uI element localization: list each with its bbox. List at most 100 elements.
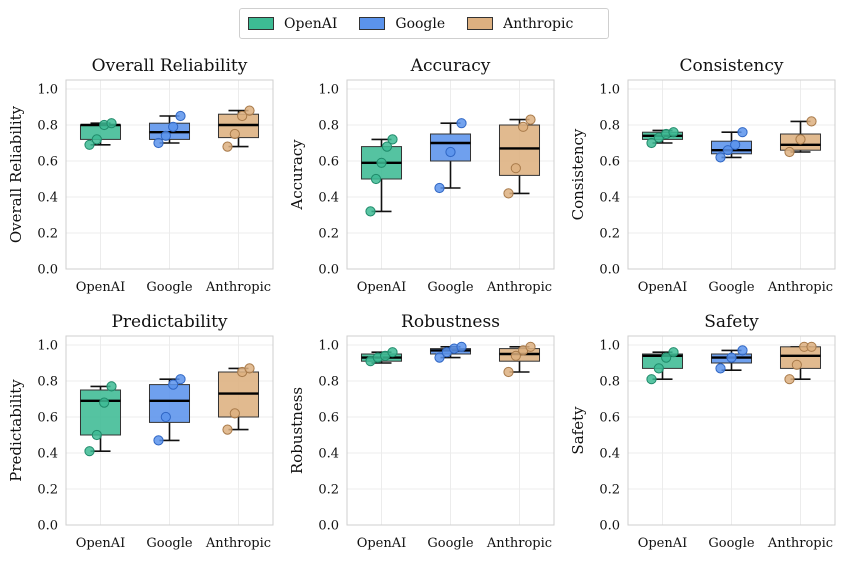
overall-reliability-xtick-label: OpenAI <box>76 280 126 295</box>
consistency-ytick-label: 0.8 <box>599 119 620 134</box>
robustness-title: Robustness <box>401 312 500 332</box>
robustness-ytick-label: 0.0 <box>318 519 339 534</box>
consistency-xtick-label: Google <box>708 280 755 295</box>
consistency-anthropic-point <box>796 135 805 144</box>
predictability-ytick-label: 0.4 <box>37 447 58 462</box>
consistency-ytick-label: 0.0 <box>599 263 620 278</box>
accuracy-title: Accuracy <box>410 56 491 76</box>
consistency-anthropic-point <box>785 147 794 156</box>
predictability-anthropic-point <box>223 425 232 434</box>
predictability-xtick-label: OpenAI <box>76 536 126 551</box>
consistency-ytick-label: 0.6 <box>599 155 620 170</box>
accuracy-anthropic-point <box>511 164 520 173</box>
consistency-google-point <box>731 140 740 149</box>
safety-anthropic-point <box>785 375 794 384</box>
safety-ytick-label: 0.4 <box>599 447 620 462</box>
safety-xtick-label: Google <box>708 536 755 551</box>
accuracy-xtick-label: OpenAI <box>357 280 407 295</box>
safety-xtick-label: OpenAI <box>638 536 688 551</box>
robustness-ytick-label: 0.8 <box>318 375 339 390</box>
predictability-openai-point <box>107 382 116 391</box>
predictability-ytick-label: 0.6 <box>37 411 58 426</box>
accuracy-openai-point <box>371 174 380 183</box>
robustness-openai-point <box>388 348 397 357</box>
accuracy-anthropic-point <box>504 189 513 198</box>
safety-title: Safety <box>704 312 759 332</box>
robustness-ylabel: Robustness <box>288 387 306 474</box>
overall-reliability-ylabel: Overall Reliability <box>7 105 25 243</box>
safety-openai-point <box>647 375 656 384</box>
consistency-ylabel: Consistency <box>569 128 587 220</box>
safety-xtick-label: Anthropic <box>767 536 833 551</box>
accuracy-xtick-label: Anthropic <box>486 280 552 295</box>
predictability-openai-point <box>85 447 94 456</box>
safety-ytick-label: 1.0 <box>599 339 620 354</box>
predictability-ylabel: Predictability <box>7 379 25 482</box>
robustness-google-point <box>457 342 466 351</box>
robustness-ytick-label: 1.0 <box>318 339 339 354</box>
overall-reliability-anthropic-point <box>230 129 239 138</box>
accuracy-openai-point <box>388 135 397 144</box>
overall-reliability-ytick-label: 0.8 <box>37 119 58 134</box>
safety-google-point <box>738 346 747 355</box>
predictability-google-point <box>154 436 163 445</box>
overall-reliability-google-point <box>154 138 163 147</box>
accuracy-xtick-label: Google <box>427 280 474 295</box>
predictability-openai-point <box>92 430 101 439</box>
safety-ytick-label: 0.8 <box>599 375 620 390</box>
overall-reliability-openai-point <box>107 119 116 128</box>
accuracy-ytick-label: 0.4 <box>318 191 339 206</box>
predictability-xtick-label: Google <box>146 536 193 551</box>
robustness-anthropic-point <box>504 367 513 376</box>
robustness-ytick-label: 0.4 <box>318 447 339 462</box>
predictability-ytick-label: 0.0 <box>37 519 58 534</box>
overall-reliability-ytick-label: 0.2 <box>37 227 58 242</box>
overall-reliability-anthropic-point <box>223 142 232 151</box>
predictability-xtick-label: Anthropic <box>205 536 271 551</box>
accuracy-google-point <box>435 183 444 192</box>
consistency-google-point <box>738 128 747 137</box>
robustness-xtick-label: Anthropic <box>486 536 552 551</box>
predictability-ytick-label: 0.2 <box>37 483 58 498</box>
overall-reliability-ytick-label: 0.4 <box>37 191 58 206</box>
overall-reliability-google-point <box>176 111 185 120</box>
safety-openai-point <box>654 364 663 373</box>
safety-anthropic-point <box>792 360 801 369</box>
accuracy-google-point <box>457 119 466 128</box>
accuracy-anthropic-point <box>519 122 528 131</box>
safety-ytick-label: 0.6 <box>599 411 620 426</box>
overall-reliability-google-point <box>161 131 170 140</box>
overall-reliability-ytick-label: 0.0 <box>37 263 58 278</box>
accuracy-ytick-label: 1.0 <box>318 83 339 98</box>
consistency-google-point <box>716 153 725 162</box>
consistency-anthropic-point <box>807 117 816 126</box>
overall-reliability-anthropic-point <box>245 106 254 115</box>
robustness-ytick-label: 0.6 <box>318 411 339 426</box>
overall-reliability-ytick-label: 1.0 <box>37 83 58 98</box>
robustness-ytick-label: 0.2 <box>318 483 339 498</box>
box-plot-grid: 0.0 0.2 0.4 0.6 0.8 1.0 OpenAI Google Anthropic O… <box>0 0 847 563</box>
safety-ytick-label: 0.2 <box>599 483 620 498</box>
predictability-openai-point <box>100 398 109 407</box>
accuracy-ytick-label: 0.2 <box>318 227 339 242</box>
accuracy-openai-point <box>377 158 386 167</box>
safety-ylabel: Safety <box>569 406 587 455</box>
predictability-google-point <box>176 375 185 384</box>
accuracy-google-point <box>446 147 455 156</box>
safety-ytick-label: 0.0 <box>599 519 620 534</box>
predictability-google-point <box>161 412 170 421</box>
overall-reliability-xtick-label: Anthropic <box>205 280 271 295</box>
consistency-ytick-label: 1.0 <box>599 83 620 98</box>
robustness-anthropic-point <box>526 342 535 351</box>
consistency-xtick-label: OpenAI <box>638 280 688 295</box>
safety-google-point <box>716 364 725 373</box>
consistency-xtick-label: Anthropic <box>767 280 833 295</box>
robustness-xtick-label: OpenAI <box>357 536 407 551</box>
consistency-title: Consistency <box>679 56 783 76</box>
robustness-xtick-label: Google <box>427 536 474 551</box>
predictability-title: Predictability <box>111 312 227 332</box>
overall-reliability-title: Overall Reliability <box>92 56 248 76</box>
overall-reliability-openai-point <box>92 135 101 144</box>
overall-reliability-ytick-label: 0.6 <box>37 155 58 170</box>
accuracy-ytick-label: 0.6 <box>318 155 339 170</box>
